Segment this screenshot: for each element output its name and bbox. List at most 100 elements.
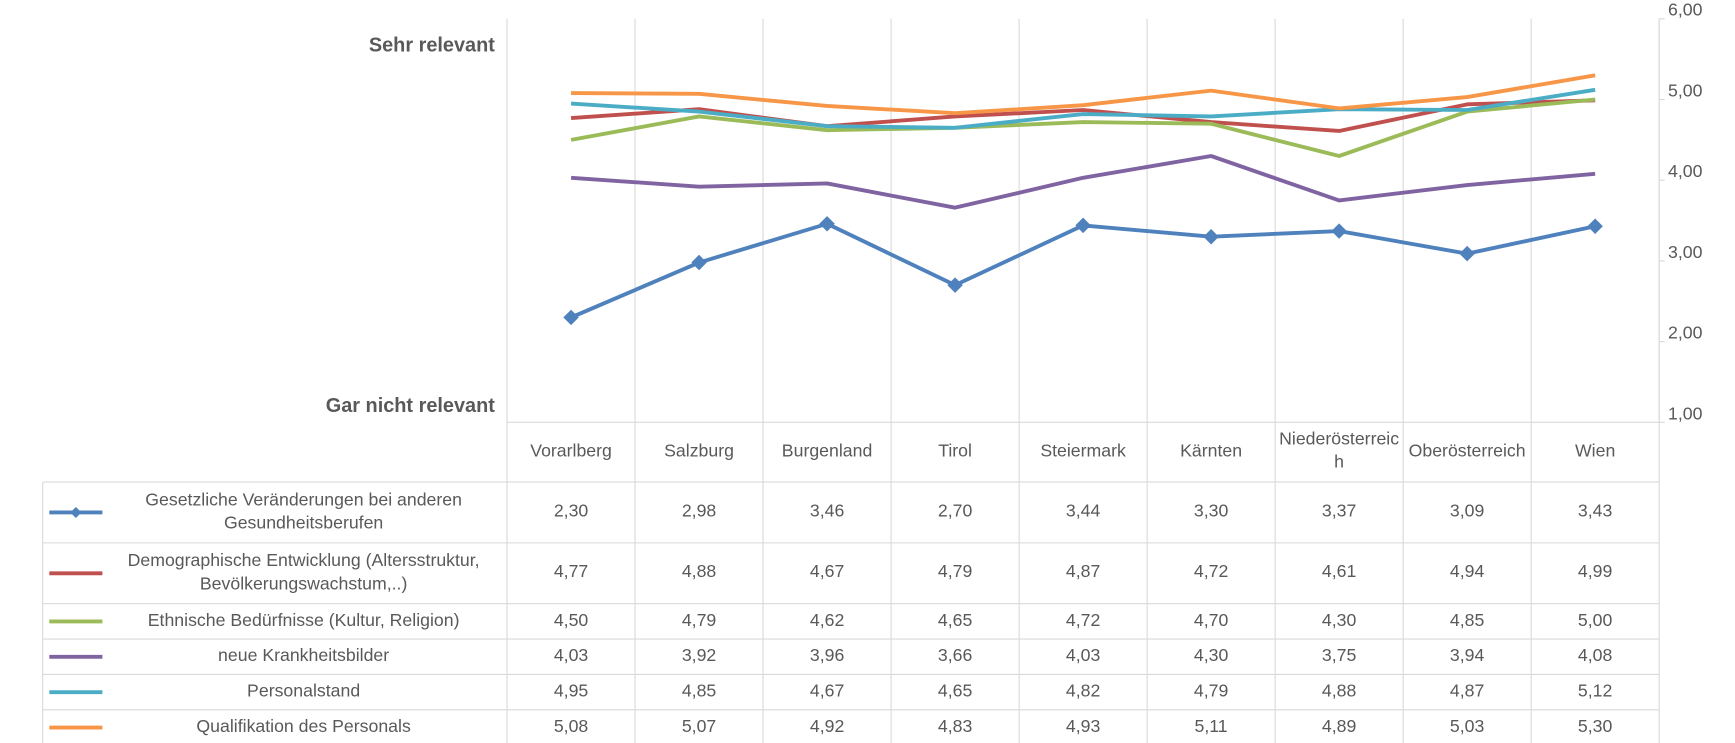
- table-value: 3,92: [681, 646, 717, 666]
- table-value-box: 2,70: [938, 502, 972, 521]
- legend-label: Demographische Entwicklung (Altersstrukt…: [127, 551, 480, 594]
- table-value-box: 4,79: [938, 563, 972, 582]
- table-value-box: 4,61: [1322, 563, 1356, 582]
- table-value-box: 4,72: [1194, 563, 1228, 582]
- table-value: 4,95: [553, 681, 589, 701]
- x-tick-label: Tirol: [938, 441, 972, 461]
- table-value-box: 3,75: [1322, 646, 1356, 665]
- marker: [819, 216, 835, 232]
- table-value-box: 4,30: [1194, 646, 1228, 665]
- table-value-box: 4,65: [937, 610, 973, 630]
- table-value: 4,83: [937, 717, 973, 736]
- table-value-box: 4,30: [1321, 610, 1357, 630]
- table-value-box: 3,96: [809, 646, 845, 666]
- x-tick-label-box: Tirol: [938, 441, 972, 461]
- marker: [1203, 228, 1219, 245]
- table-value-box: 3,37: [1322, 502, 1356, 521]
- x-tick-label: Niederösterreich: [1279, 430, 1400, 473]
- table-value-box: 4,70: [1193, 610, 1229, 630]
- table-value-box: 4,88: [1321, 681, 1357, 701]
- y-tick-label: 5,00: [1668, 80, 1703, 100]
- table-value-box: 4,82: [1065, 681, 1101, 701]
- legend-label: Ethnische Bedürfnisse (Kultur, Religion): [147, 610, 460, 630]
- table-value-box: 2,98: [681, 502, 717, 521]
- x-tick-label-box: Niederösterreich: [1279, 430, 1400, 473]
- table-value-box: 5,03: [1449, 717, 1485, 736]
- marker: [691, 254, 707, 271]
- table-value-box: 4,93: [1066, 717, 1100, 736]
- marker: [1331, 223, 1347, 239]
- table-value: 4,94: [1449, 562, 1485, 582]
- x-tick-label: Salzburg: [664, 441, 734, 461]
- table-value: 2,98: [681, 502, 717, 521]
- table-value: 4,99: [1577, 562, 1613, 582]
- marker: [1075, 217, 1091, 234]
- table-value: 5,12: [1577, 681, 1613, 701]
- table-value: 4,70: [1193, 610, 1229, 630]
- table-value: 2,30: [553, 502, 589, 521]
- table-value-box: 4,85: [1450, 611, 1484, 630]
- table-value-box: 4,67: [810, 563, 844, 582]
- table-value-box: 4,99: [1577, 562, 1613, 582]
- table-value: 4,50: [553, 610, 589, 630]
- table-value-box: 2,30: [553, 502, 589, 521]
- table-value: 5,03: [1449, 717, 1485, 736]
- table-value-box: 3,09: [1449, 502, 1485, 521]
- x-tick-label: Wien: [1574, 441, 1616, 461]
- table-value-box: 4,72: [1065, 610, 1101, 630]
- table-value: 5,11: [1194, 717, 1228, 736]
- table-value: 4,79: [1193, 681, 1229, 701]
- table-value: 4,30: [1321, 610, 1357, 630]
- table-value: 4,03: [553, 646, 589, 666]
- legend-key-marker: [70, 506, 82, 518]
- table-value: 4,89: [1321, 717, 1357, 736]
- y-tick-label: 4,00: [1668, 161, 1703, 181]
- table-value-box: 3,46: [809, 502, 845, 521]
- legend-label: Gesetzliche Veränderungen bei anderen Ge…: [145, 490, 462, 533]
- table-value: 3,46: [809, 502, 845, 521]
- table-value-box: 4,08: [1578, 646, 1612, 665]
- table-value: 4,88: [681, 562, 717, 582]
- table-value: 3,30: [1193, 502, 1229, 521]
- x-tick-label: Burgenland: [781, 441, 873, 461]
- table-value: 5,00: [1577, 610, 1613, 630]
- table-value-box: 4,89: [1321, 717, 1357, 736]
- top-annotation: Sehr relevant: [369, 35, 495, 57]
- legend-label-box: Demographische Entwicklung (Altersstrukt…: [127, 551, 480, 594]
- table-value: 3,09: [1449, 502, 1485, 521]
- legend-label: Personalstand: [247, 681, 361, 701]
- table-value-box: 4,83: [937, 717, 973, 736]
- x-tick-label: Kärnten: [1180, 441, 1243, 461]
- table-value-box: 3,43: [1578, 502, 1612, 521]
- table-value: 3,96: [809, 646, 845, 666]
- table-value-box: 4,67: [810, 682, 844, 701]
- table-value: 3,66: [937, 646, 973, 666]
- x-tick-label-box: Salzburg: [664, 441, 734, 461]
- table-value: 4,03: [1065, 646, 1101, 666]
- x-tick-label: Oberösterreich: [1408, 441, 1526, 461]
- table-value: 5,07: [681, 717, 717, 736]
- table-value-box: 4,03: [1065, 646, 1101, 666]
- table-value-box: 3,30: [1193, 502, 1229, 521]
- x-tick-label-box: Kärnten: [1180, 441, 1243, 461]
- legend-label-box: Personalstand: [247, 681, 361, 701]
- bottom-annotation: Gar nicht relevant: [326, 395, 496, 417]
- y-tick-label: 1,00: [1668, 403, 1703, 423]
- legend-label: neue Krankheitsbilder: [218, 646, 390, 666]
- legend-label-box: Qualifikation des Personals: [196, 717, 410, 736]
- table-value: 4,82: [1065, 681, 1101, 701]
- table-value: 4,77: [553, 562, 589, 582]
- table-value-box: 3,44: [1066, 502, 1100, 521]
- table-value-box: 5,12: [1577, 681, 1613, 701]
- table-value: 4,87: [1065, 562, 1101, 582]
- table-value: 4,72: [1065, 610, 1101, 630]
- table-value: 4,65: [937, 610, 973, 630]
- series-line: [570, 87, 1596, 130]
- x-tick-label-box: Oberösterreich: [1408, 441, 1526, 461]
- x-tick-label-box: Vorarlberg: [530, 442, 612, 461]
- table-value-box: 3,66: [937, 646, 973, 666]
- table-value-box: 4,62: [810, 611, 844, 630]
- table-value-box: 4,50: [553, 610, 589, 630]
- table-value: 4,88: [1321, 681, 1357, 701]
